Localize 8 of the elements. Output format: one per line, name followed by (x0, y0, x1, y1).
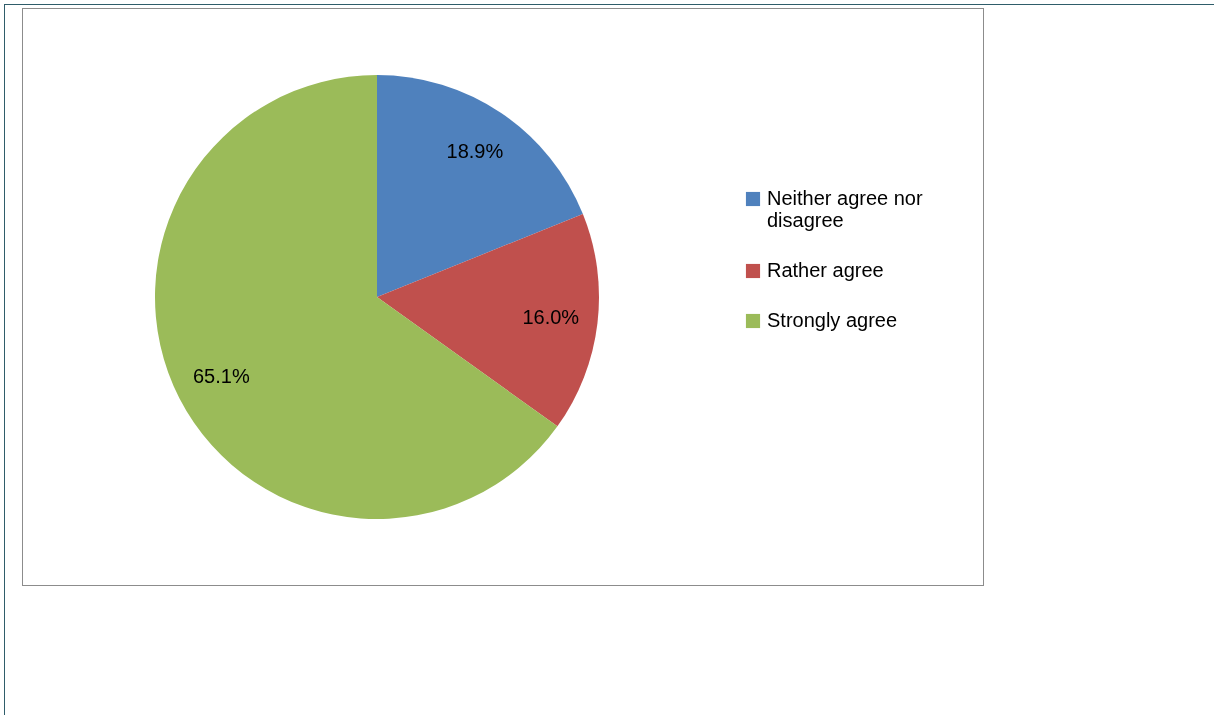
pie-slice (377, 75, 583, 297)
pie-slice (377, 213, 599, 427)
data-label: 18.9% (446, 139, 504, 162)
legend-label: Rather agree (767, 259, 884, 281)
data-label: 16.0% (522, 305, 580, 328)
legend-label: Neither agree nor disagree (767, 187, 923, 231)
data-label: 65.1% (192, 364, 250, 387)
legend-label: Strongly agree (767, 309, 898, 331)
